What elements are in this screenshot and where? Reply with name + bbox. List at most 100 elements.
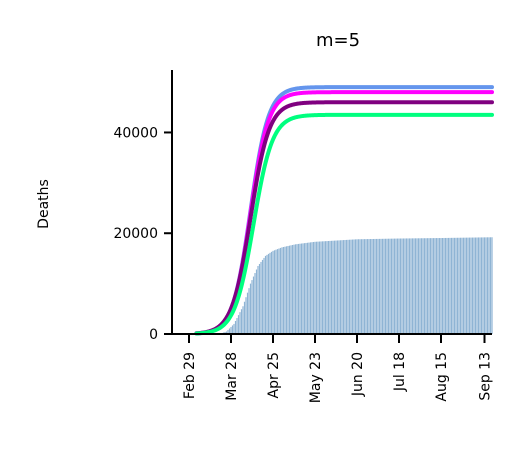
deaths-bar [368,239,370,334]
deaths-bar [290,245,292,334]
deaths-bar [452,237,454,334]
deaths-bar [225,331,228,334]
deaths-bar [231,325,234,334]
deaths-bar [377,238,379,334]
deaths-bar [233,323,235,334]
deaths-bar [287,245,289,334]
deaths-bar [390,238,393,334]
deaths-bar [309,242,312,334]
deaths-bar [246,292,249,334]
deaths-bar [459,237,462,334]
deaths-bar [333,240,336,334]
deaths-bar [305,242,307,334]
x-tick-label: May 23 [308,352,324,403]
deaths-bar [281,247,283,334]
deaths-bar [297,243,300,334]
deaths-bar [318,241,321,334]
deaths-bar [464,237,466,334]
deaths-bar [393,238,396,334]
deaths-bar [329,240,331,334]
deaths-bar [252,276,255,334]
deaths-bar [437,238,439,334]
deaths-bar [432,238,435,334]
deaths-bar [476,237,478,334]
deaths-bar [315,241,318,334]
series-line-4 [194,112,494,336]
deaths-bar [269,252,271,334]
deaths-bar [398,238,400,334]
deaths-bar [312,241,315,334]
deaths-bar [365,239,367,334]
deaths-bar [279,247,282,334]
deaths-bar [354,239,357,334]
deaths-bar [351,239,354,334]
deaths-bar [330,240,333,334]
deaths-bar [350,239,352,334]
deaths-bar [396,238,399,334]
deaths-bar [236,318,238,334]
deaths-bar [428,238,430,334]
observed-deaths-bars [219,237,493,334]
deaths-bar [296,244,298,334]
deaths-bar [276,249,279,334]
x-tick-label: Apr 25 [266,352,282,398]
deaths-bar [410,238,412,334]
deaths-bar [440,238,442,334]
deaths-bar [239,312,241,334]
deaths-bar [348,239,351,334]
deaths-bar [357,239,360,334]
deaths-bar [381,238,384,334]
deaths-bar [359,239,361,334]
x-tick-label: Mar 28 [224,352,240,401]
deaths-bar [363,239,366,334]
deaths-bar [474,237,477,334]
deaths-bar [291,244,294,334]
deaths-bar [371,239,373,334]
deaths-bar [249,283,252,334]
deaths-bar [237,315,240,334]
deaths-bar [293,244,295,334]
chart-title: m=5 [316,30,360,51]
deaths-bar [314,241,316,334]
x-tick-label: Aug 15 [434,352,450,402]
deaths-bar [366,239,369,334]
deaths-bar [248,288,250,334]
deaths-bar [224,331,226,334]
y-tick-label: 0 [149,327,158,343]
deaths-bar [294,244,297,334]
deaths-bar [263,257,265,334]
deaths-bar [411,238,414,334]
deaths-bar [260,261,262,334]
deaths-bar [336,240,339,334]
deaths-bar [258,263,261,334]
x-tick-label: Sep 13 [478,352,494,401]
deaths-bar [450,237,453,334]
deaths-bar [425,238,427,334]
y-tick-label: 20000 [113,226,158,242]
deaths-bar [362,239,364,334]
deaths-bar [467,237,469,334]
deaths-bar [369,239,372,334]
deaths-bar [422,238,424,334]
deaths-bar [345,239,348,334]
series-line-1 [194,85,494,336]
x-axis-ticks: Feb 29 Mar 28 Apr 25 May 23 Jun 20 Jul 18 Aug … [182,334,494,403]
deaths-bar [267,253,270,334]
deaths-bar [473,237,475,334]
x-tick-label: Feb 29 [182,352,198,399]
deaths-bar [321,241,324,334]
deaths-bar [308,242,310,334]
deaths-bar [383,238,385,334]
deaths-bar [299,243,301,334]
deaths-bar [254,273,256,334]
deaths-bar [264,255,267,334]
deaths-bar [228,328,231,334]
deaths-bar [444,237,447,334]
deaths-bar [251,280,253,334]
deaths-bar [479,237,481,334]
deaths-bar [461,237,463,334]
deaths-bar [317,241,319,334]
deaths-bar [240,309,243,334]
deaths-bar [347,239,349,334]
deaths-bar [438,238,441,334]
